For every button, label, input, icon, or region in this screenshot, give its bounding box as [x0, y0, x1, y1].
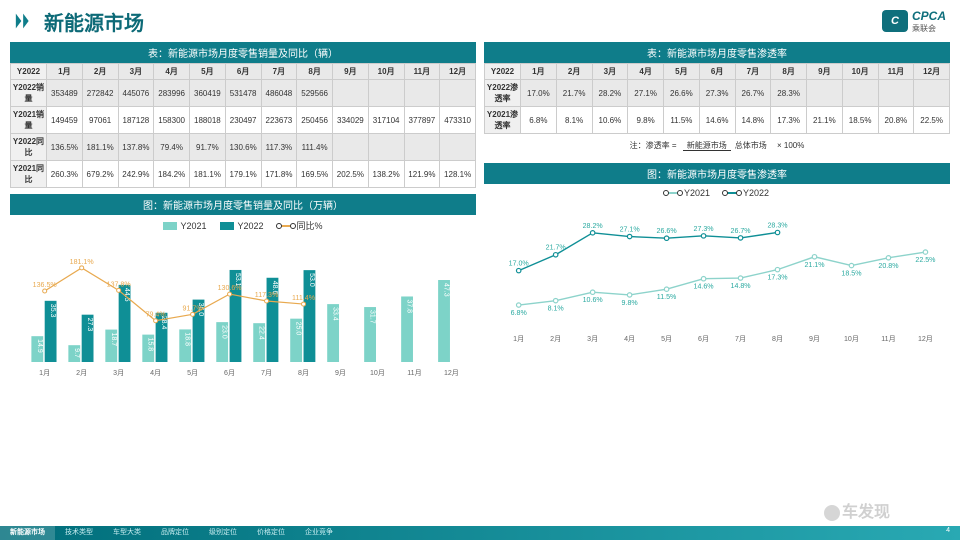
svg-text:6.8%: 6.8% — [511, 310, 527, 317]
line-chart-legend: Y2021 Y2022 — [484, 184, 950, 202]
watermark: 车发现 — [824, 498, 890, 522]
svg-text:7月: 7月 — [261, 369, 272, 377]
svg-text:21.7%: 21.7% — [546, 245, 566, 252]
svg-text:4月: 4月 — [150, 369, 161, 377]
footer-tab[interactable]: 级别定位 — [199, 526, 247, 540]
logo-badge-icon: C — [882, 10, 908, 32]
svg-text:18.7: 18.7 — [110, 333, 117, 347]
svg-text:1月: 1月 — [513, 335, 524, 343]
svg-text:8.1%: 8.1% — [548, 306, 564, 313]
footer-tab[interactable]: 品牌定位 — [151, 526, 199, 540]
svg-text:11月: 11月 — [881, 335, 895, 343]
svg-text:15.8: 15.8 — [147, 338, 154, 352]
left-column: 表：新能源市场月度零售销量及同比（辆） Y20221月2月3月4月5月6月7月8… — [10, 42, 476, 378]
svg-text:18.5%: 18.5% — [841, 271, 861, 278]
svg-text:10月: 10月 — [844, 335, 859, 343]
svg-text:79.4%: 79.4% — [146, 312, 166, 319]
logo-brand: CPCA — [912, 9, 946, 23]
svg-text:10.6%: 10.6% — [583, 298, 603, 305]
svg-text:17.0%: 17.0% — [509, 261, 529, 268]
left-table-title: 表：新能源市场月度零售销量及同比（辆） — [10, 42, 476, 63]
svg-text:8月: 8月 — [772, 335, 783, 343]
svg-text:3月: 3月 — [587, 335, 598, 343]
svg-text:5月: 5月 — [661, 335, 672, 343]
svg-text:136.5%: 136.5% — [33, 282, 57, 289]
svg-text:9.8%: 9.8% — [622, 300, 638, 307]
svg-text:25.0: 25.0 — [295, 322, 302, 336]
svg-text:53.0: 53.0 — [308, 273, 315, 287]
footer-tab[interactable]: 价格定位 — [247, 526, 295, 540]
svg-text:35.3: 35.3 — [49, 304, 56, 318]
page-number: 4 — [936, 526, 960, 540]
svg-text:137.8%: 137.8% — [107, 281, 131, 288]
svg-text:27.3%: 27.3% — [694, 226, 714, 233]
svg-text:91.7%: 91.7% — [183, 305, 203, 312]
svg-text:28.2%: 28.2% — [583, 223, 603, 230]
svg-text:12月: 12月 — [918, 335, 933, 343]
svg-text:1月: 1月 — [39, 369, 50, 377]
svg-text:6月: 6月 — [224, 369, 235, 377]
bar-chart: 14.935.31月9.727.32月18.744.53月15.828.44月1… — [10, 238, 476, 378]
footer-tabs: 新能源市场技术类型车型大类品牌定位级别定位价格定位企业竞争 4 — [0, 526, 960, 540]
svg-text:10月: 10月 — [370, 369, 385, 377]
svg-text:26.6%: 26.6% — [657, 229, 677, 236]
svg-text:2月: 2月 — [550, 335, 561, 343]
svg-text:47.3: 47.3 — [443, 283, 450, 297]
svg-text:6月: 6月 — [698, 335, 709, 343]
svg-text:9月: 9月 — [335, 369, 346, 377]
footer-tab[interactable]: 企业竞争 — [295, 526, 343, 540]
svg-text:130.6%: 130.6% — [218, 285, 242, 292]
right-table-title: 表：新能源市场月度零售渗透率 — [484, 42, 950, 63]
right-column: 表：新能源市场月度零售渗透率 Y20221月2月3月4月5月6月7月8月9月10… — [484, 42, 950, 378]
svg-text:14.8%: 14.8% — [731, 283, 751, 290]
svg-text:27.3: 27.3 — [86, 318, 93, 332]
svg-text:17.3%: 17.3% — [767, 275, 787, 282]
svg-text:111.4%: 111.4% — [292, 295, 315, 302]
svg-text:27.1%: 27.1% — [620, 227, 640, 234]
svg-text:9.7: 9.7 — [73, 348, 80, 358]
content: 表：新能源市场月度零售销量及同比（辆） Y20221月2月3月4月5月6月7月8… — [0, 42, 960, 378]
bar-chart-legend: Y2021 Y2022 同比% — [10, 215, 476, 236]
svg-text:37.8: 37.8 — [406, 299, 413, 313]
svg-text:14.9: 14.9 — [36, 339, 43, 353]
logo: C CPCA 乘联会 — [882, 9, 946, 34]
svg-text:14.6%: 14.6% — [694, 284, 714, 291]
svg-text:23.0: 23.0 — [221, 325, 228, 339]
svg-text:26.7%: 26.7% — [731, 228, 751, 235]
svg-text:8月: 8月 — [298, 369, 309, 377]
svg-text:28.3%: 28.3% — [767, 223, 787, 230]
footer-tab[interactable]: 新能源市场 — [0, 526, 55, 540]
svg-text:181.1%: 181.1% — [70, 259, 94, 266]
svg-text:12月: 12月 — [444, 369, 459, 377]
svg-text:4月: 4月 — [624, 335, 635, 343]
svg-text:11.5%: 11.5% — [657, 295, 677, 302]
svg-text:11月: 11月 — [407, 369, 421, 377]
svg-text:9月: 9月 — [809, 335, 820, 343]
svg-text:3月: 3月 — [113, 369, 124, 377]
bar-chart-title: 图：新能源市场月度零售销量及同比（万辆） — [10, 194, 476, 215]
svg-text:2月: 2月 — [76, 369, 87, 377]
svg-text:5月: 5月 — [187, 369, 198, 377]
svg-text:20.8%: 20.8% — [878, 263, 898, 270]
sales-table: Y20221月2月3月4月5月6月7月8月9月10月11月12月 Y2022销量… — [10, 63, 476, 188]
svg-text:7月: 7月 — [735, 335, 746, 343]
svg-text:18.8: 18.8 — [184, 332, 191, 346]
chevron-icon — [14, 10, 36, 32]
svg-text:21.1%: 21.1% — [804, 262, 824, 269]
svg-text:117.3%: 117.3% — [255, 292, 278, 299]
page-title: 新能源市场 — [44, 7, 144, 36]
penetration-table: Y20221月2月3月4月5月6月7月8月9月10月11月12月 Y2022渗透… — [484, 63, 950, 134]
logo-sub: 乘联会 — [912, 23, 946, 34]
svg-text:31.7: 31.7 — [369, 310, 376, 324]
footer-tab[interactable]: 车型大类 — [103, 526, 151, 540]
header: 新能源市场 C CPCA 乘联会 — [0, 0, 960, 42]
svg-text:22.4: 22.4 — [258, 326, 265, 340]
svg-text:33.4: 33.4 — [332, 307, 339, 321]
line-chart: 6.8% 8.1% 10.6% 9.8% 11.5% 14.6% 14.8% 17.3% 21.… — [484, 204, 950, 344]
line-chart-title: 图：新能源市场月度零售渗透率 — [484, 163, 950, 184]
svg-text:22.5%: 22.5% — [915, 257, 935, 264]
formula: 注：渗透率 = 新能源市场总体市场 × 100% — [484, 134, 950, 157]
footer-tab[interactable]: 技术类型 — [55, 526, 103, 540]
